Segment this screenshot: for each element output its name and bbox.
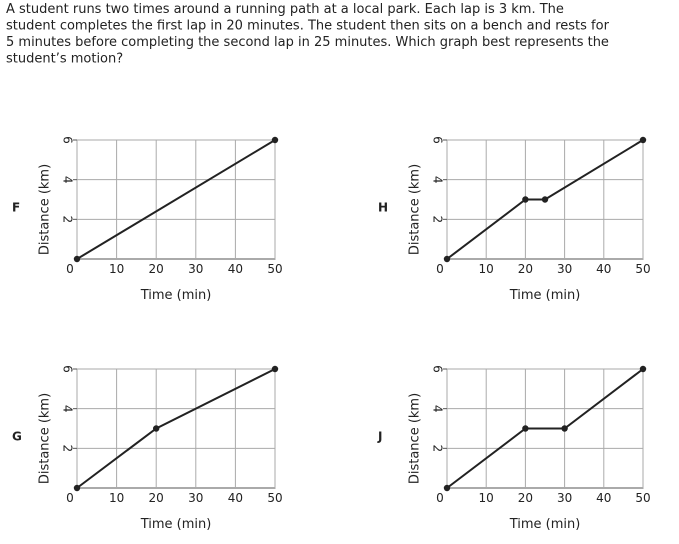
x-axis-label: Time (min) <box>509 517 581 532</box>
data-point <box>561 425 568 432</box>
data-point <box>153 425 160 432</box>
y-tick-label: 4 <box>431 405 445 413</box>
x-tick-label: 50 <box>635 491 650 505</box>
y-axis-label: Distance (km) <box>38 393 53 484</box>
y-tick-label: 6 <box>431 365 445 373</box>
x-tick-label: 30 <box>557 491 572 505</box>
data-line <box>446 368 644 489</box>
x-tick-label: 40 <box>596 491 611 505</box>
x-axis-label: Time (min) <box>140 288 212 303</box>
x-tick-label: 20 <box>518 262 533 276</box>
x-tick-label: 40 <box>228 262 243 276</box>
x-tick-label: 50 <box>267 262 282 276</box>
x-tick-label: 10 <box>479 491 494 505</box>
data-point <box>73 255 81 263</box>
y-tick-label: 2 <box>61 445 75 453</box>
y-tick-label: 2 <box>61 216 75 224</box>
data-point <box>271 365 279 373</box>
question-line: A student runs two times around a runnin… <box>6 2 564 17</box>
chart: 0 10 20 30 40 50 2 4 6 Time (min) Distance (km) G <box>12 365 283 532</box>
plot-frame <box>76 368 276 489</box>
x-tick-label: 50 <box>635 262 650 276</box>
x-tick-label: 20 <box>149 491 164 505</box>
y-axis-label: Distance (km) <box>38 164 53 255</box>
x-axis-label: Time (min) <box>140 517 212 532</box>
option-letter: J <box>377 430 382 444</box>
chart: 0 10 20 30 40 50 2 4 6 Time (min) Distance (km) H <box>378 136 651 303</box>
x-tick-label: 30 <box>557 262 572 276</box>
question-line: student’s motion? <box>6 52 123 67</box>
question-line: student completes the first lap in 20 mi… <box>6 19 610 34</box>
x-tick-label: 20 <box>518 491 533 505</box>
data-point <box>639 136 647 144</box>
x-tick-label: 40 <box>228 491 243 505</box>
y-tick-label: 6 <box>61 365 75 373</box>
x-axis-label: Time (min) <box>509 288 581 303</box>
data-line <box>76 139 276 260</box>
y-tick-label: 4 <box>61 176 75 184</box>
x-tick-label: 20 <box>149 262 164 276</box>
y-tick-label: 4 <box>61 405 75 413</box>
x-tick-label: 10 <box>479 262 494 276</box>
x-tick-label: 10 <box>109 491 124 505</box>
y-axis-label: Distance (km) <box>408 393 423 484</box>
chart: 0 10 20 30 40 50 2 4 6 Time (min) Distance (km) J <box>377 365 651 532</box>
y-tick-label: 2 <box>431 216 445 224</box>
y-tick-label: 6 <box>61 136 75 144</box>
x-tick-label: 30 <box>188 262 203 276</box>
data-point <box>443 255 451 263</box>
y-tick-label: 6 <box>431 136 445 144</box>
option-letter: G <box>12 430 22 444</box>
data-point <box>443 484 451 492</box>
x-tick-label: 0 <box>436 491 444 505</box>
x-tick-label: 0 <box>66 491 74 505</box>
y-tick-label: 4 <box>431 176 445 184</box>
x-tick-label: 50 <box>267 491 282 505</box>
data-line <box>446 139 644 260</box>
x-tick-label: 0 <box>436 262 444 276</box>
y-tick-label: 2 <box>431 445 445 453</box>
x-tick-label: 40 <box>596 262 611 276</box>
data-point <box>522 425 529 432</box>
x-tick-label: 10 <box>109 262 124 276</box>
question-line: 5 minutes before completing the second l… <box>6 35 609 50</box>
data-point <box>639 365 647 373</box>
data-line <box>76 368 276 489</box>
option-letter: H <box>378 201 388 215</box>
x-tick-label: 0 <box>66 262 74 276</box>
data-point <box>271 136 279 144</box>
data-point <box>522 196 529 203</box>
option-letter: F <box>12 201 20 215</box>
chart: 0 10 20 30 40 50 2 4 6 Time (min) Distance (km) F <box>12 136 283 303</box>
y-axis-label: Distance (km) <box>408 164 423 255</box>
data-point <box>541 196 549 203</box>
data-point <box>73 484 81 492</box>
x-tick-label: 30 <box>188 491 203 505</box>
